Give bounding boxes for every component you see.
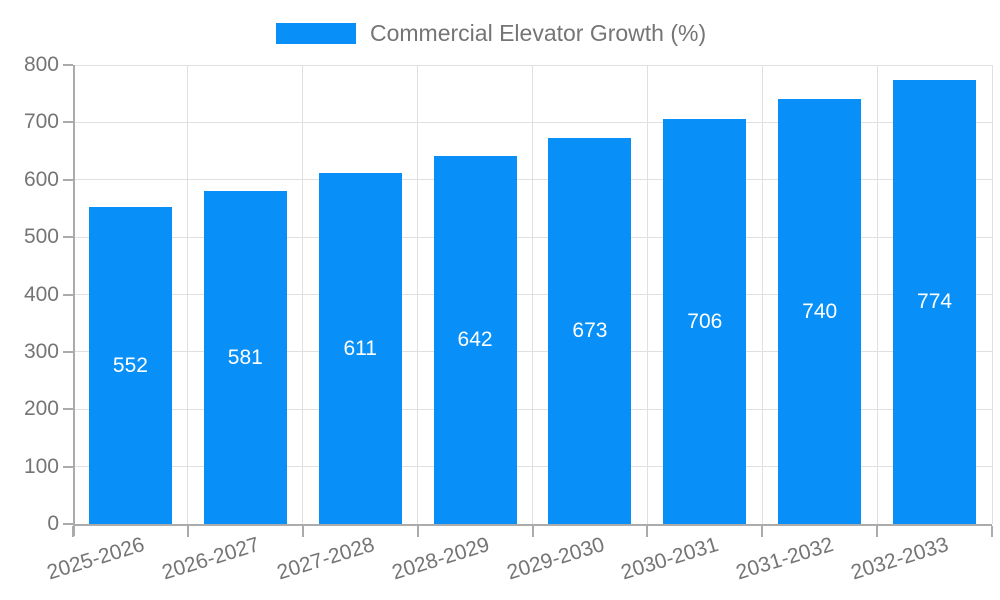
x-axis-tick — [186, 526, 189, 537]
x-axis-tick-label: 2027-2028 — [274, 533, 377, 585]
x-axis-tick-label: 2029-2030 — [503, 533, 607, 585]
bar-2032-2033[interactable]: 774 — [893, 80, 977, 524]
y-axis-tick-label: 800 — [23, 53, 59, 76]
bar-value-label: 611 — [343, 336, 377, 360]
y-axis-tick — [63, 523, 73, 525]
x-axis-tick-label: 2028-2029 — [389, 533, 492, 585]
x-axis-tick — [416, 526, 419, 537]
y-axis-tick — [63, 293, 73, 296]
x-axis-tick-label: 2026-2027 — [159, 533, 263, 585]
bar-value-label: 642 — [457, 328, 493, 351]
x-axis-tick — [761, 526, 764, 537]
y-axis-tick-label: 700 — [23, 110, 59, 134]
y-axis-tick-label: 500 — [23, 225, 59, 249]
bar-value-label: 552 — [112, 353, 148, 377]
y-axis-tick — [63, 350, 73, 353]
y-axis-tick — [63, 64, 73, 66]
legend-swatch — [276, 23, 356, 44]
gridline-v — [646, 65, 648, 524]
bar-value-label: 774 — [917, 290, 953, 313]
plot-area: 0 100 200 300 400 500 600 700 800 552 2025-2026 581… — [24, 53, 993, 584]
legend-item[interactable]: Commercial Elevator Growth (%) — [276, 22, 706, 45]
y-axis-tick-label: 600 — [23, 167, 59, 191]
bar-2031-2032[interactable]: 740 — [778, 99, 862, 524]
y-axis-tick-label: 0 — [47, 512, 59, 535]
x-axis-tick — [646, 526, 649, 537]
gridline-v — [417, 65, 419, 524]
x-axis-tick — [991, 526, 993, 537]
bar-2028-2029[interactable]: 642 — [433, 156, 517, 524]
gridline-v — [302, 65, 304, 524]
gridline-v — [876, 65, 878, 524]
bar-2027-2028[interactable]: 611 — [318, 173, 402, 524]
y-axis-tick — [63, 465, 73, 468]
bar-2030-2031[interactable]: 706 — [663, 119, 747, 524]
x-axis-tick-label: 2032-2033 — [848, 533, 952, 585]
y-axis-tick — [63, 236, 73, 239]
y-axis-tick-label: 100 — [23, 454, 59, 478]
gridline-v — [187, 65, 189, 524]
y-axis-tick — [63, 408, 73, 411]
x-axis-tick — [301, 526, 304, 537]
bar-2029-2030[interactable]: 673 — [548, 138, 632, 524]
bar-2026-2027[interactable]: 581 — [203, 191, 287, 524]
x-axis-tick-label: 2025-2026 — [44, 533, 148, 585]
bar-value-label: 740 — [802, 299, 838, 323]
y-axis-tick-label: 400 — [23, 282, 59, 306]
bar-value-label: 673 — [572, 319, 608, 342]
x-axis-tick-label: 2031-2032 — [733, 533, 837, 585]
y-axis-line — [73, 65, 75, 536]
gridline-v — [991, 65, 993, 524]
legend-label: Commercial Elevator Growth (%) — [370, 20, 707, 46]
x-axis-line — [73, 524, 992, 526]
bar-2025-2026[interactable]: 552 — [88, 207, 172, 524]
y-axis-tick — [63, 178, 73, 181]
x-axis-tick — [531, 526, 534, 537]
bar-value-label: 706 — [687, 309, 723, 333]
y-axis-tick — [63, 121, 73, 124]
gridline-v — [761, 65, 763, 524]
bar-value-label: 581 — [227, 345, 263, 369]
x-axis-tick-label: 2030-2031 — [618, 533, 722, 585]
y-axis-tick-label: 300 — [23, 339, 59, 363]
gridline-v — [532, 65, 533, 524]
y-axis-tick-label: 200 — [23, 397, 59, 421]
x-axis-tick — [876, 526, 879, 537]
